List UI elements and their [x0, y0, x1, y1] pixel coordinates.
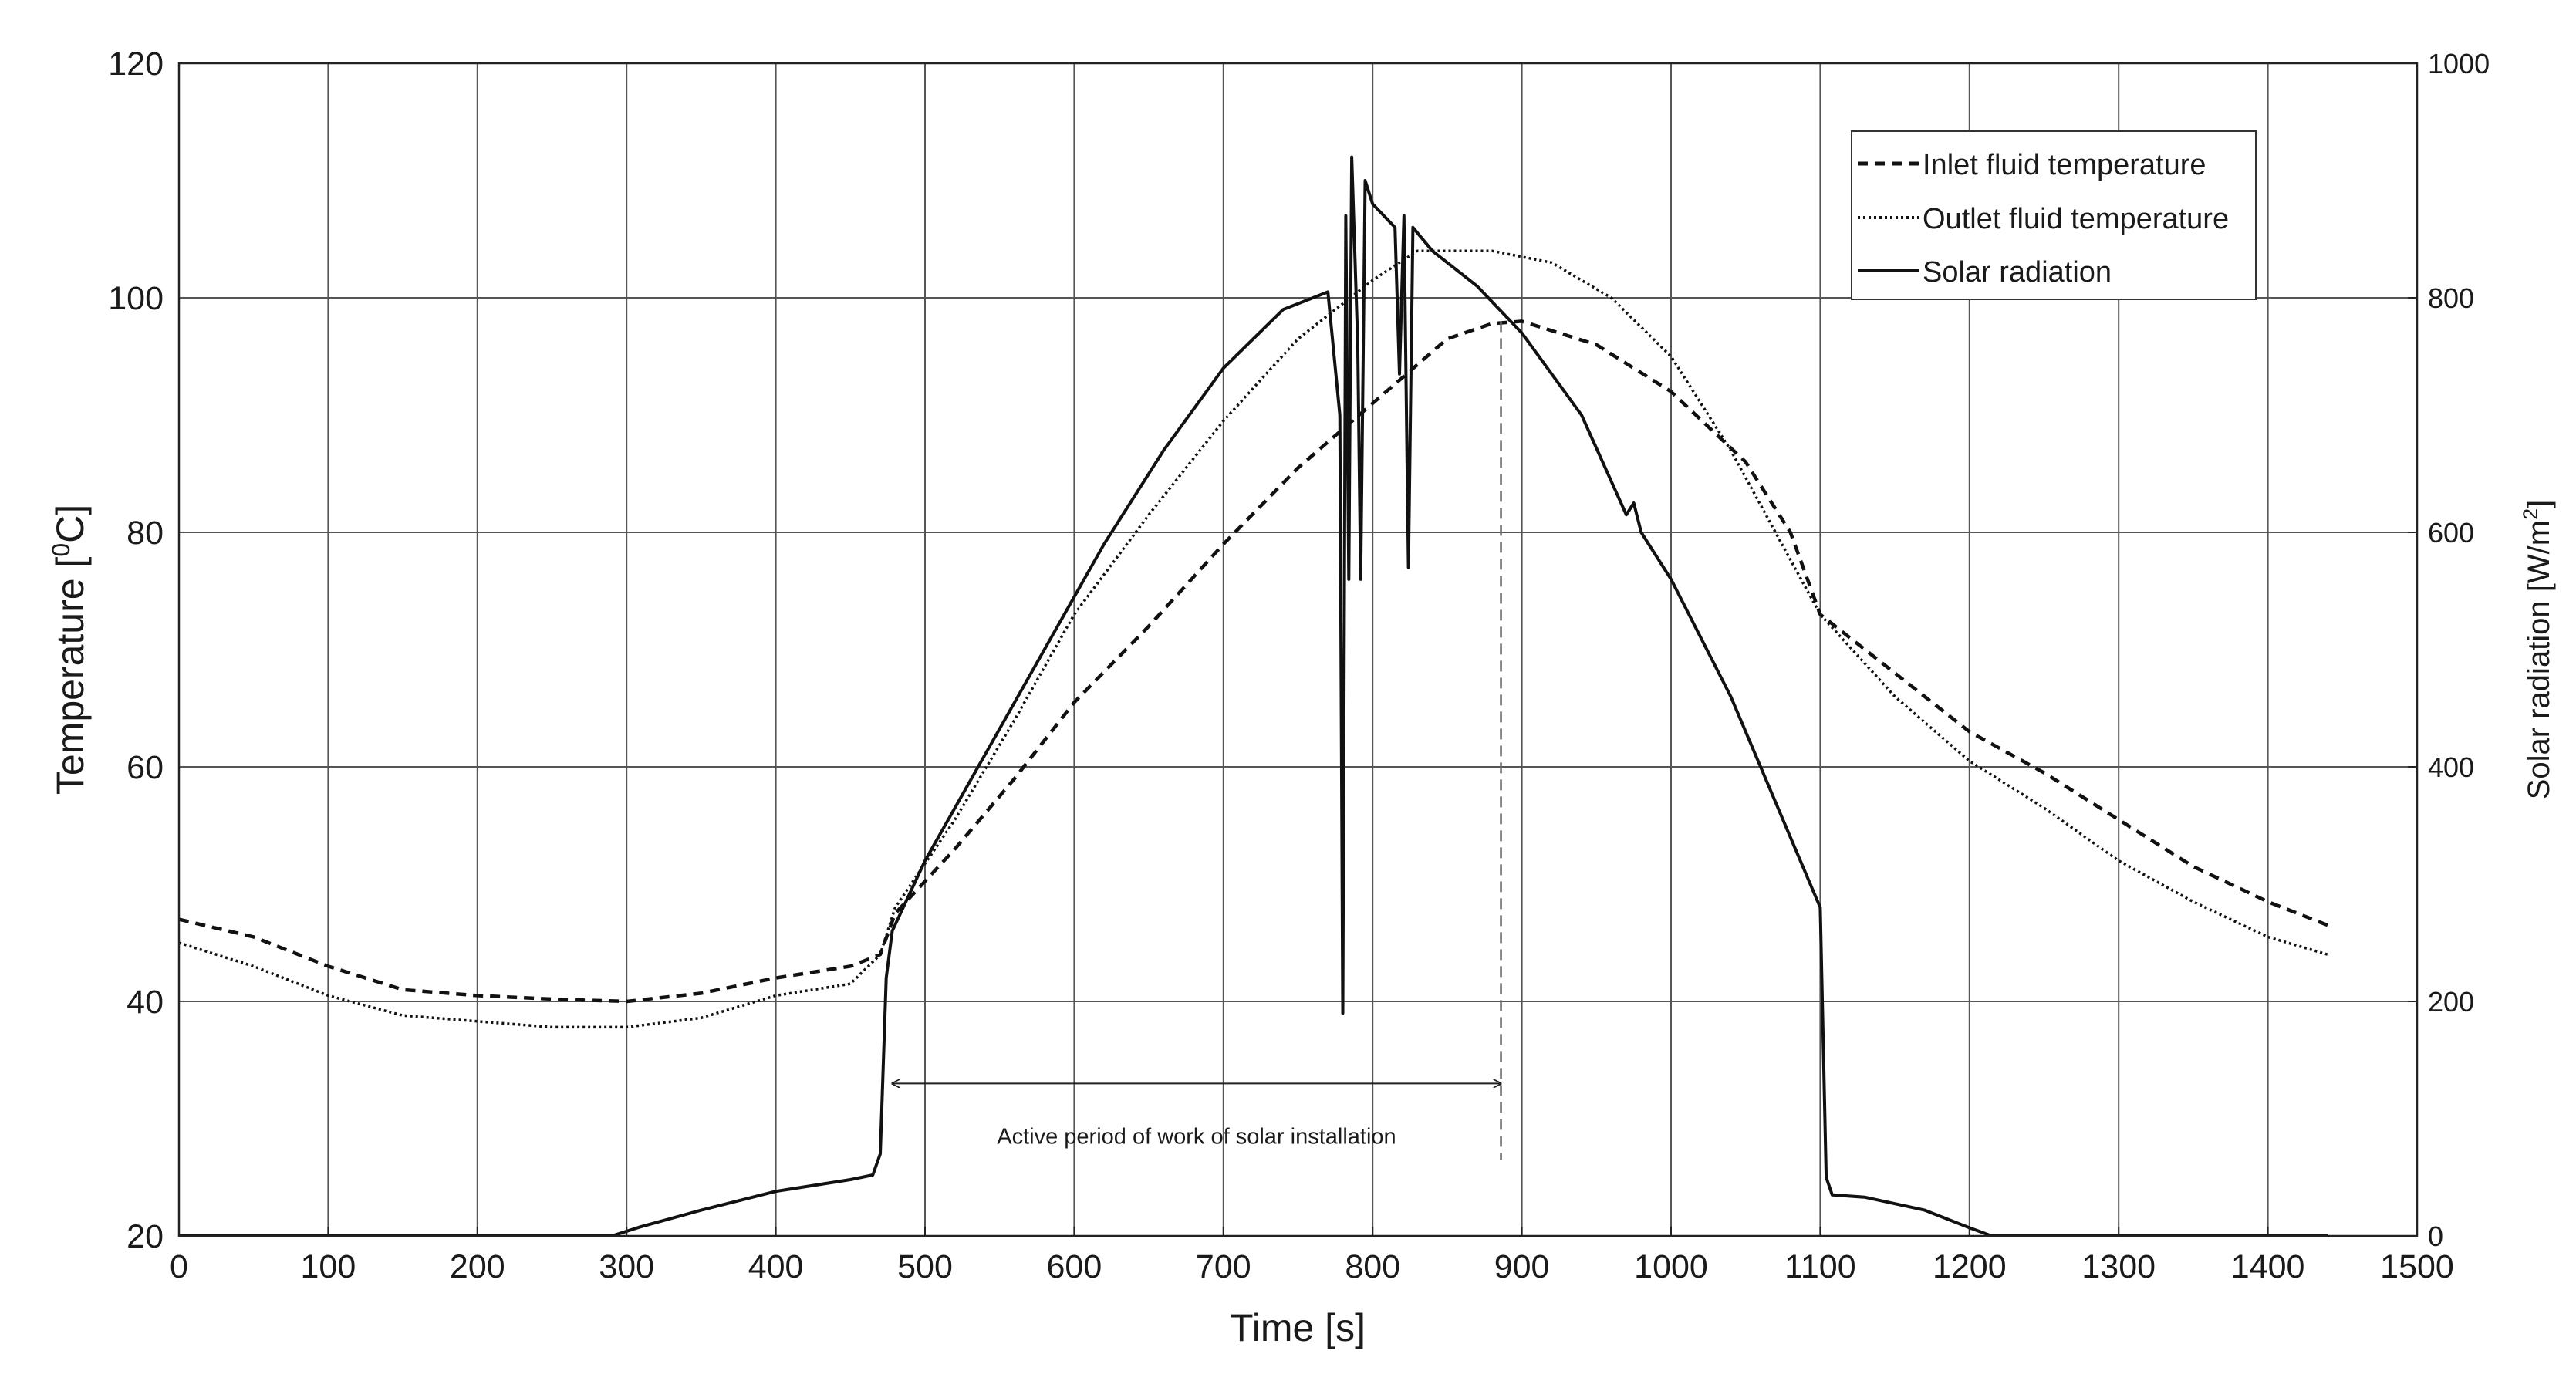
- x-tick-label: 1500: [2380, 1248, 2454, 1285]
- y-tick-label: 120: [108, 46, 164, 83]
- plot-frame: [177, 62, 2419, 1237]
- x-tick-label: 1400: [2231, 1248, 2305, 1285]
- y2-tick-label: 400: [2428, 751, 2474, 783]
- legend-label-outlet: Outlet fluid temperature: [1923, 203, 2229, 235]
- x-tick-label: 700: [1196, 1248, 1251, 1285]
- tick-labels: 0 100 200 300 400 500 600 700 800 900 1000 1100 1200…: [108, 46, 2490, 1285]
- y2-axis-title: Solar radiation [W/m2]: [2519, 500, 2556, 800]
- x-tick-label: 600: [1047, 1248, 1102, 1285]
- y2-tick-label: 600: [2428, 517, 2474, 549]
- x-tick-label: 1300: [2081, 1248, 2156, 1285]
- y-tick-label: 60: [127, 749, 164, 786]
- x-tick-label: 400: [748, 1248, 804, 1285]
- y2-tick-label: 200: [2428, 986, 2474, 1018]
- y-tick-label: 80: [127, 515, 164, 552]
- series-line-solar: [179, 155, 2328, 1236]
- legend-label-solar: Solar radiation: [1923, 256, 2112, 289]
- legend-label-inlet: Inlet fluid temperature: [1923, 149, 2206, 181]
- x-tick-label: 800: [1345, 1248, 1400, 1285]
- legend: Inlet fluid temperature Outlet fluid tem…: [1851, 130, 2257, 300]
- y2-tick-label: 800: [2428, 282, 2474, 314]
- x-tick-label: 300: [599, 1248, 654, 1285]
- series-line-inlet: [179, 319, 2328, 1004]
- x-tick-label: 900: [1494, 1248, 1550, 1285]
- series-line-outlet: [179, 249, 2328, 1029]
- x-tick-label: 0: [170, 1248, 188, 1285]
- x-axis-title: Time [s]: [1230, 1306, 1366, 1349]
- y-tick-label: 40: [127, 984, 164, 1021]
- x-tick-label: 500: [897, 1248, 953, 1285]
- active-period-label: Active period of work of solar installat…: [997, 1124, 1396, 1149]
- x-tick-label: 1200: [1933, 1248, 2007, 1285]
- y2-tick-label: 1000: [2428, 48, 2490, 79]
- active-period-annotation: Active period of work of solar installat…: [892, 321, 1502, 1160]
- y-axis-title: Temperature [0C]: [47, 505, 92, 795]
- x-tick-label: 200: [450, 1248, 505, 1285]
- y2-tick-label: 0: [2428, 1221, 2443, 1252]
- x-tick-label: 100: [301, 1248, 356, 1285]
- x-tick-label: 1100: [1784, 1248, 1855, 1285]
- y-tick-label: 100: [108, 280, 164, 317]
- x-tick-label: 1000: [1634, 1248, 1708, 1285]
- y-tick-label: 20: [127, 1218, 164, 1255]
- series-layer: [179, 155, 2328, 1236]
